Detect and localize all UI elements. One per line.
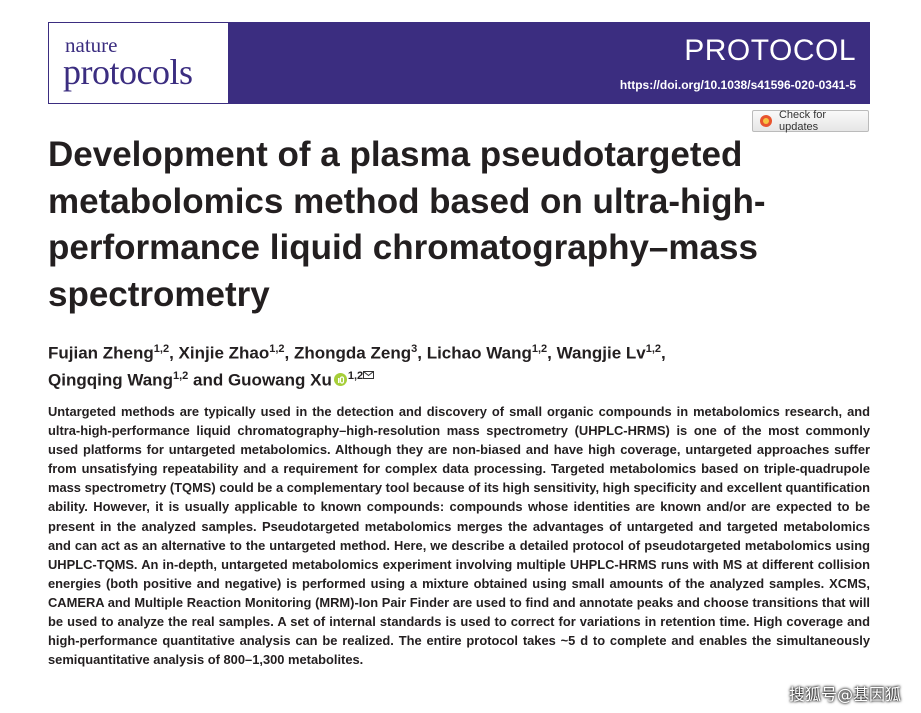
author-name: Lichao Wang xyxy=(426,343,532,363)
separator: , xyxy=(169,343,174,363)
author-name: Fujian Zheng xyxy=(48,343,154,363)
affiliation: 1,2 xyxy=(347,369,364,382)
header-bar: PROTOCOL https://doi.org/10.1038/s41596-… xyxy=(229,22,870,104)
orcid-icon[interactable] xyxy=(333,373,347,387)
author-name: Zhongda Zeng xyxy=(294,343,412,363)
article-title: Development of a plasma pseudotargeted m… xyxy=(48,135,766,314)
abstract: Untargeted methods are typically used in… xyxy=(48,404,870,668)
author-name: Guowang Xu xyxy=(227,370,332,390)
doi-link[interactable]: https://doi.org/10.1038/s41596-020-0341-… xyxy=(619,78,856,92)
separator: , xyxy=(284,343,290,363)
check-updates-button[interactable]: Check for updates xyxy=(752,109,869,133)
affiliation: 1,2 xyxy=(645,343,662,355)
affiliation: 1,2 xyxy=(153,343,170,355)
separator: , xyxy=(417,343,422,363)
author-name: Wangjie Lv xyxy=(556,343,646,363)
author-name: Xinjie Zhao xyxy=(178,343,270,363)
article-type: PROTOCOL xyxy=(684,34,856,67)
author-name: Qingqing Wang xyxy=(48,370,173,390)
affiliation: 1,2 xyxy=(531,343,548,355)
journal-logo[interactable]: nature protocols xyxy=(48,22,229,104)
mail-icon[interactable] xyxy=(363,371,375,380)
affiliation: 3 xyxy=(411,343,418,355)
journal-name: protocols xyxy=(63,52,193,92)
separator: , xyxy=(547,343,552,363)
button-label: Check for updates xyxy=(778,109,827,133)
separator: , xyxy=(661,343,666,363)
conjunction: and xyxy=(192,370,224,390)
affiliation: 1,2 xyxy=(172,369,189,382)
author-list: Fujian Zheng1,2, Xinjie Zhao1,2, Zhongda… xyxy=(48,338,788,391)
journal-name: nature xyxy=(65,33,118,57)
watermark: 搜狐号@基因狐 xyxy=(788,685,901,704)
affiliation: 1,2 xyxy=(269,343,285,355)
check-icon xyxy=(760,115,772,127)
